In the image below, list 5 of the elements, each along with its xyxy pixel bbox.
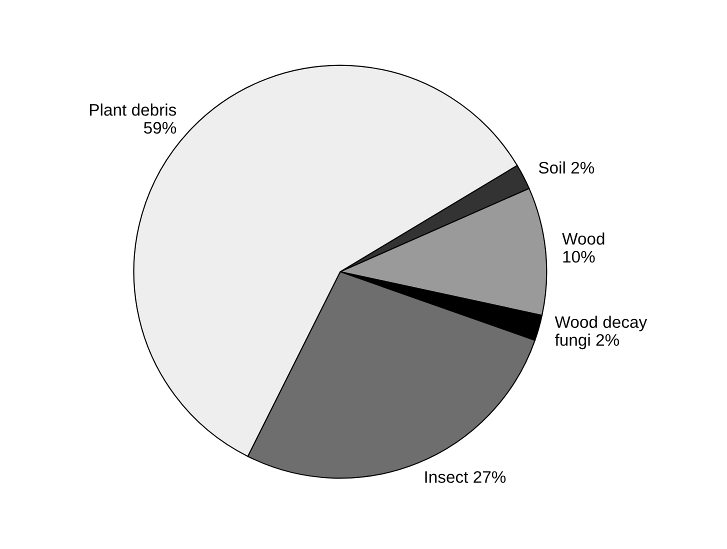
slice-label: Soil 2% xyxy=(538,161,594,174)
slice-label: Wood 10% xyxy=(562,232,604,263)
slice-label: Insect 27% xyxy=(425,471,506,483)
slice-label: Plant debris 59% xyxy=(90,104,176,134)
slice-label: Wood decay fungi 2% xyxy=(554,316,648,350)
